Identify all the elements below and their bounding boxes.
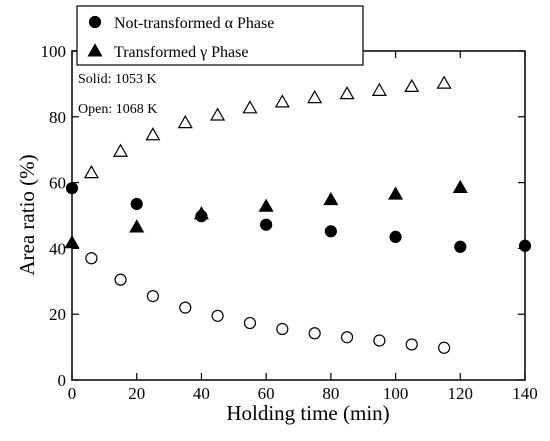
legend-marker-1 (87, 43, 103, 57)
y-tick-label: 0 (58, 371, 67, 390)
data-point-s1-3 (258, 198, 274, 212)
data-point-s3-1 (113, 143, 129, 157)
data-point-s2-1 (114, 273, 127, 286)
data-point-s0-1 (130, 197, 143, 211)
annotation-open: Open: 1068 K (78, 102, 157, 117)
data-point-s2-11 (438, 341, 451, 354)
x-tick-label: 40 (193, 384, 210, 403)
data-point-s3-3 (177, 115, 193, 129)
data-point-s1-5 (388, 186, 404, 200)
legend-box (76, 5, 364, 66)
legend-label-0: Not-transformed α Phase (114, 15, 274, 32)
data-point-s3-7 (307, 90, 323, 104)
data-point-s3-9 (371, 82, 387, 96)
y-axis-title: Area ratio (%) (15, 154, 39, 275)
data-point-s2-2 (146, 290, 159, 303)
y-tick-label: 40 (49, 239, 66, 258)
x-axis-title: Holding time (min) (226, 401, 389, 425)
data-point-s2-0 (85, 252, 98, 265)
data-point-s3-8 (339, 86, 355, 100)
data-point-s2-7 (308, 327, 321, 340)
data-point-s0-5 (389, 230, 402, 243)
data-point-s3-11 (436, 75, 452, 89)
data-point-s1-1 (129, 219, 145, 233)
data-point-s0-7 (518, 239, 532, 252)
data-point-s2-3 (179, 301, 192, 314)
data-point-s0-6 (454, 240, 467, 253)
y-tick-label: 80 (49, 108, 66, 127)
y-tick-label: 100 (41, 42, 67, 61)
data-point-s2-9 (373, 334, 386, 347)
x-tick-label: 0 (68, 384, 77, 403)
data-point-s0-3 (260, 218, 273, 231)
data-point-s3-4 (210, 107, 226, 121)
data-point-s1-4 (323, 191, 339, 206)
x-tick-label: 80 (322, 384, 339, 403)
data-point-s3-5 (242, 100, 258, 114)
x-tick-label: 100 (383, 384, 409, 403)
data-point-s2-4 (211, 309, 224, 322)
data-point-s2-6 (276, 322, 289, 336)
data-point-s1-6 (452, 179, 468, 194)
data-point-s1-2 (193, 206, 209, 220)
data-point-s3-0 (83, 165, 99, 179)
data-point-s0-4 (324, 225, 337, 238)
y-tick-label: 20 (49, 305, 66, 324)
data-point-s0-0 (65, 182, 79, 195)
data-point-s1-0 (64, 235, 80, 249)
annotation-solid: Solid: 1053 K (78, 72, 157, 87)
data-point-s3-6 (274, 94, 290, 108)
legend-marker-0 (88, 15, 102, 29)
x-tick-label: 20 (128, 384, 145, 403)
x-tick-label: 120 (448, 384, 474, 403)
data-point-s3-2 (145, 127, 161, 141)
x-tick-label: 60 (258, 384, 275, 403)
plot-frame (71, 50, 526, 381)
legend-label-1: Transformed γ Phase (114, 44, 248, 61)
data-point-s2-8 (340, 331, 354, 344)
data-point-s2-10 (405, 338, 418, 351)
data-point-s2-5 (243, 316, 257, 330)
x-tick-label: 140 (512, 384, 538, 403)
y-tick-label: 60 (49, 174, 66, 193)
data-point-s3-10 (404, 78, 420, 93)
